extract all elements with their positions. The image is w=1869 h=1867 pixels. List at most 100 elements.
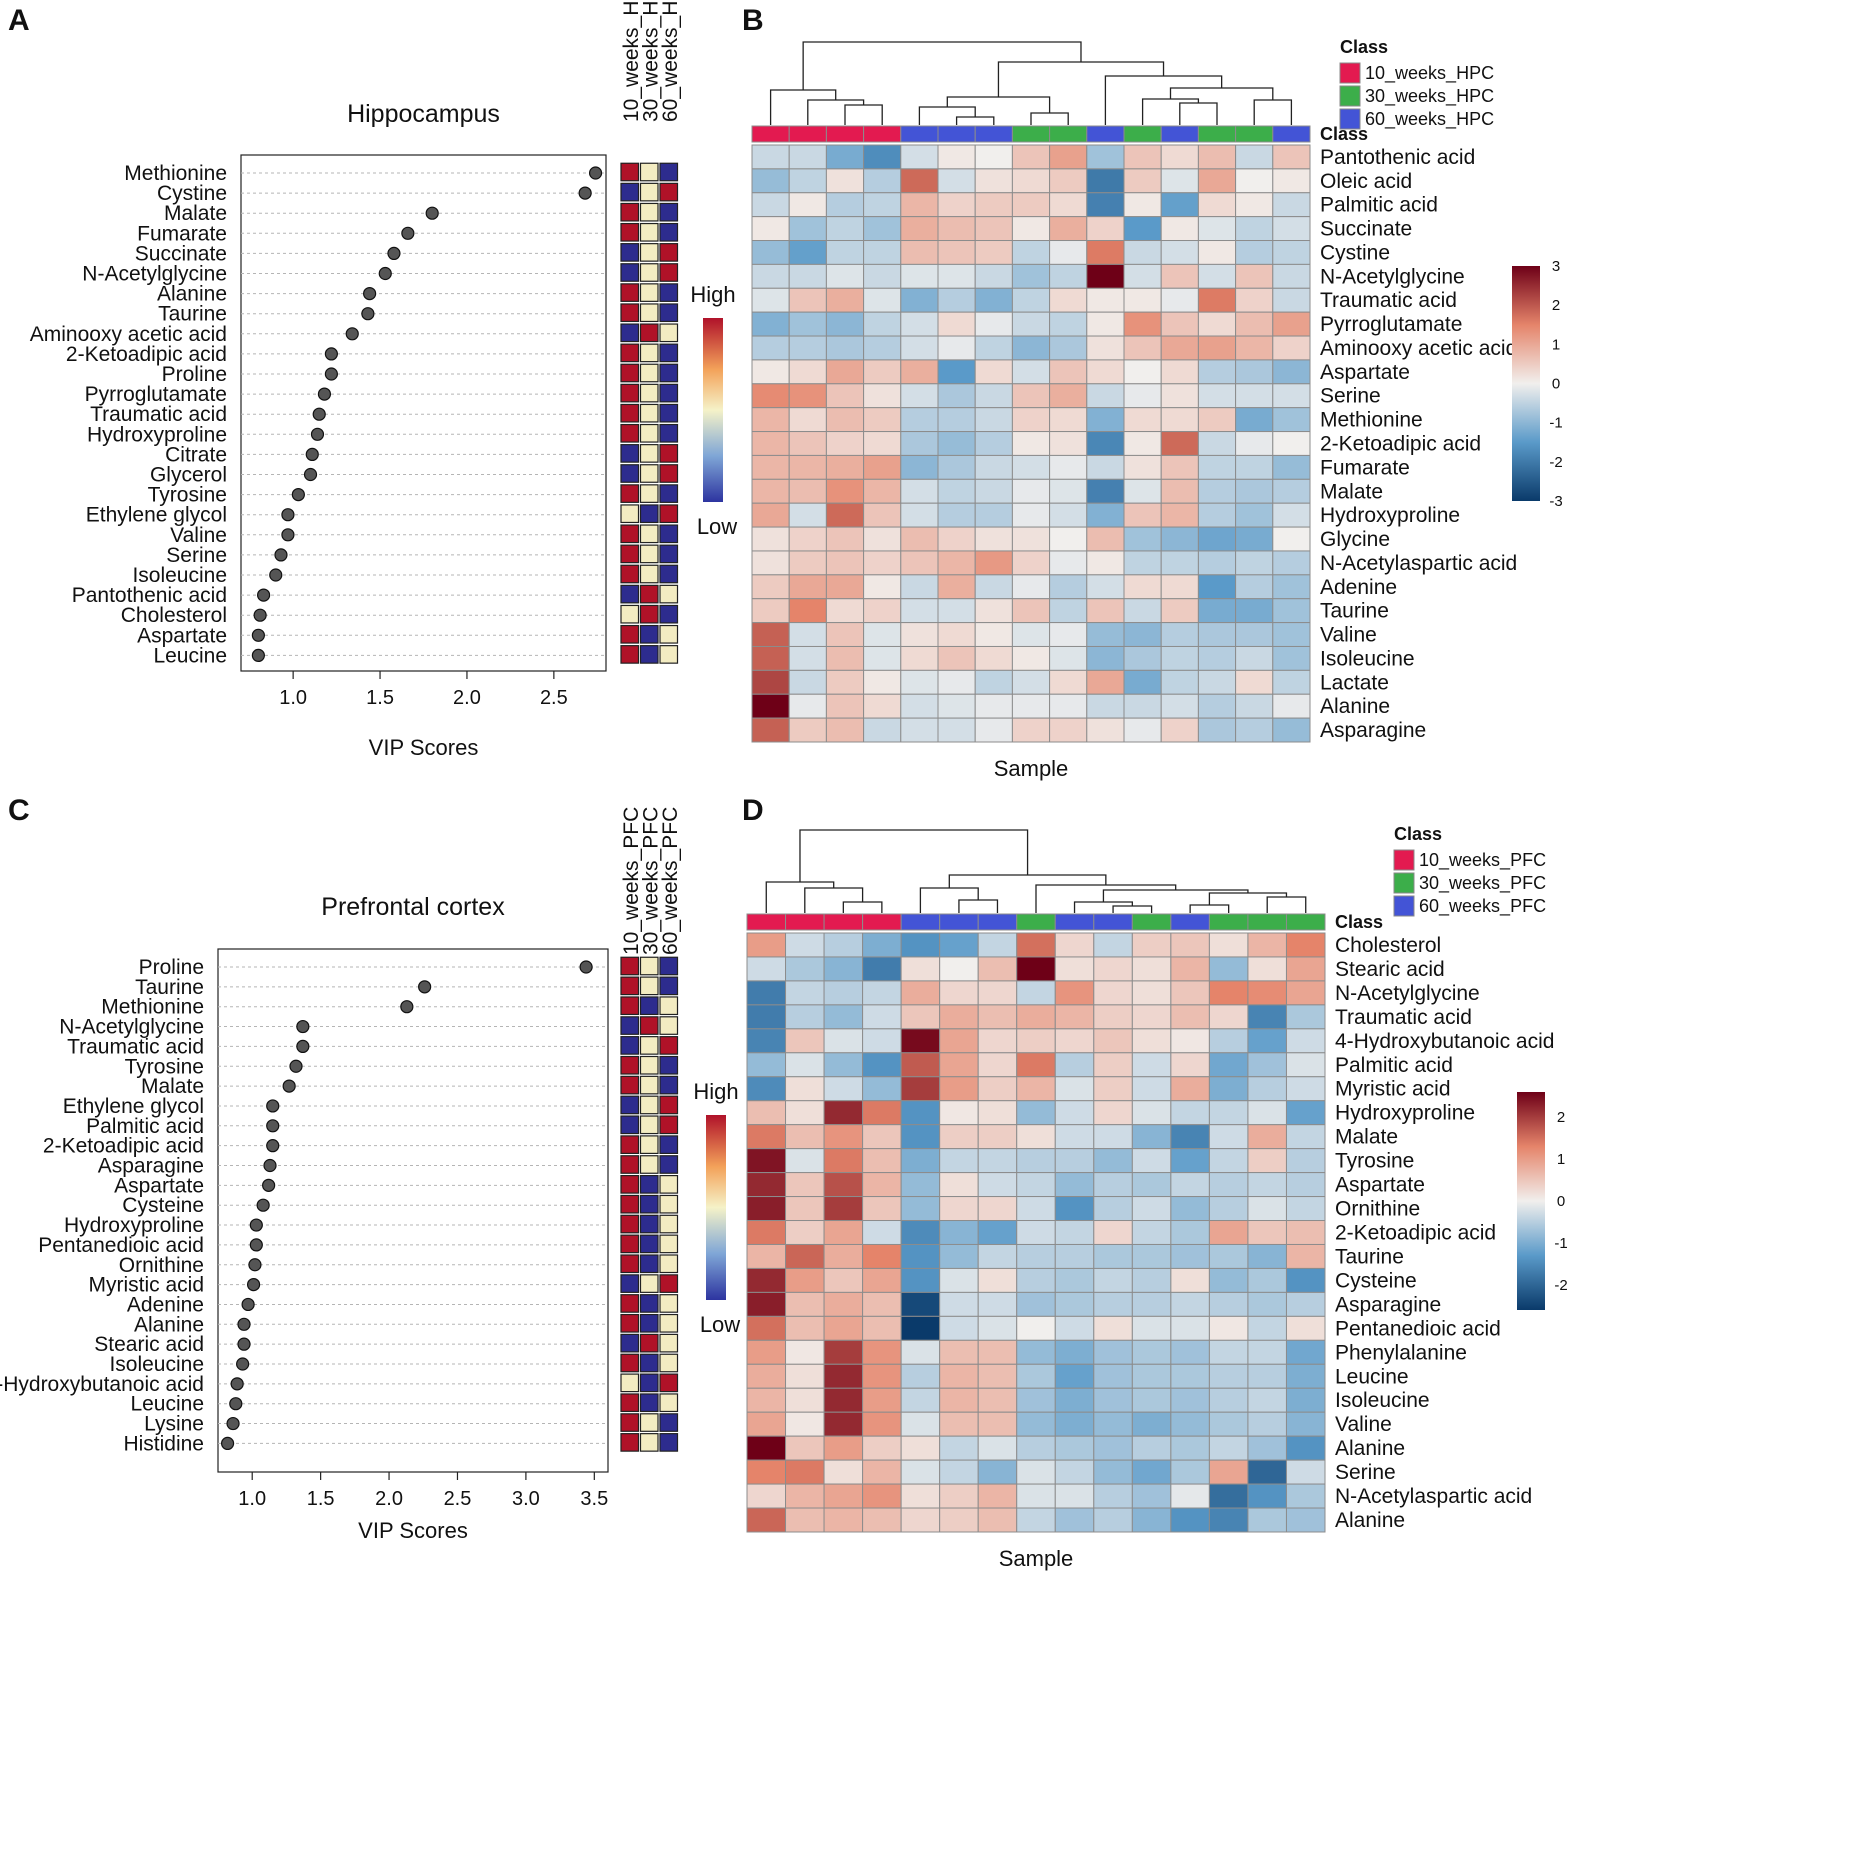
heat-cell [1247,1315,1287,1341]
heat-cell [1208,932,1249,958]
group-level-cell [659,1155,679,1174]
vip-point-2-ketoadipic-acid [324,347,338,361]
x-axis-title: VIP Scores [369,735,479,760]
heat-cell [939,1076,979,1102]
group-level-cell [620,1433,640,1452]
heat-cell [1049,669,1088,695]
heat-cell [1272,693,1311,719]
heat-cell [1235,144,1274,170]
heat-cell [977,1172,1018,1198]
class-bar-cell [900,125,939,143]
heat-cell [823,980,864,1006]
metabolite-label-citrate: Citrate [165,443,227,466]
heat-cell [939,1435,979,1461]
dendrogram-branch [807,99,865,125]
dendrogram-branch [802,41,1082,90]
group-level-cell [639,1214,659,1234]
heat-cell [937,574,976,600]
row-label-aminooxy-acetic-acid: Aminooxy acetic acid [1320,337,1517,360]
heat-cell [939,932,979,958]
heat-cell [862,1291,902,1317]
metabolite-label-isoleucine: Isoleucine [109,1353,204,1376]
heat-cell [788,550,827,576]
colorbar-tick-label: -2 [1554,1277,1567,1294]
group-level-cell [620,182,640,202]
heat-cell [1170,1315,1210,1341]
heat-cell [1011,598,1051,624]
metabolite-label-cysteine: Cysteine [122,1194,204,1217]
heat-cell [937,478,976,504]
heat-cell [939,1243,979,1269]
panel-label: B [742,4,764,37]
heat-cell [1016,1315,1056,1341]
vip-point-proline [579,960,593,974]
heat-cell [1016,1100,1056,1126]
heat-cell [1011,335,1051,361]
group-level-cell [620,1174,640,1194]
group-level-cell [659,202,679,222]
vip-point-proline [324,367,338,381]
heat-cell [862,1339,902,1365]
heat-cell [1086,192,1125,218]
heat-cell [1049,168,1088,194]
heat-cell [785,1076,825,1102]
heat-cell [1208,1291,1249,1317]
heat-cell [1197,383,1237,409]
group-level-cell [639,996,659,1016]
heat-cell [751,407,790,433]
heat-cell [1049,144,1088,170]
group-level-cell [659,645,679,664]
heat-cell [788,645,827,671]
heat-cell [1160,693,1199,719]
heat-cell [900,1076,941,1102]
heat-cell [788,287,827,313]
vip-plot-frame [217,948,609,1473]
heat-cell [937,717,976,743]
heat-cell [1054,1315,1095,1341]
legend-swatch [1393,849,1415,871]
heat-cell [751,598,790,624]
heat-cell [974,669,1013,695]
heat-cell [862,1172,902,1198]
heat-cell [1208,1028,1249,1054]
heat-cell [1235,669,1274,695]
scale-high-label: High [693,1079,738,1104]
heat-cell [974,407,1013,433]
heat-cell [900,335,939,361]
heat-cell [863,335,902,361]
heat-cell [785,1028,825,1054]
heat-cell [751,454,790,480]
heat-cell [1235,263,1274,289]
heat-cell [937,263,976,289]
heat-cell [863,168,902,194]
group-level-cell [620,1393,640,1413]
heat-cell [1131,1196,1172,1222]
heat-cell [1016,1363,1056,1389]
heat-cell [1197,622,1237,647]
heat-cell [900,144,939,170]
heat-cell [1247,1483,1287,1509]
vip-point-cholesterol [253,608,267,622]
heat-cell [900,622,939,647]
heat-cell [785,956,825,982]
heat-cell [863,431,902,456]
heat-cell [751,168,790,194]
relative-level-colorbar [703,318,723,502]
row-label-serine: Serine [1320,385,1381,408]
group-level-cell [659,464,679,483]
group-level-cell [659,1234,679,1254]
heat-cell [825,263,865,289]
heat-cell [900,956,941,982]
heat-cell [977,1196,1018,1222]
metabolite-label-proline: Proline [162,363,227,386]
heat-cell [1016,1387,1056,1413]
group-level-cell [639,1373,659,1393]
group-level-cell [620,604,640,624]
vip-point-citrate [305,447,319,461]
scale-low-label: Low [700,1312,740,1337]
heat-cell [1123,263,1162,289]
heat-cell [825,645,865,671]
row-label-hydroxyproline: Hydroxyproline [1320,504,1460,527]
row-label-asparagine: Asparagine [1320,719,1426,742]
